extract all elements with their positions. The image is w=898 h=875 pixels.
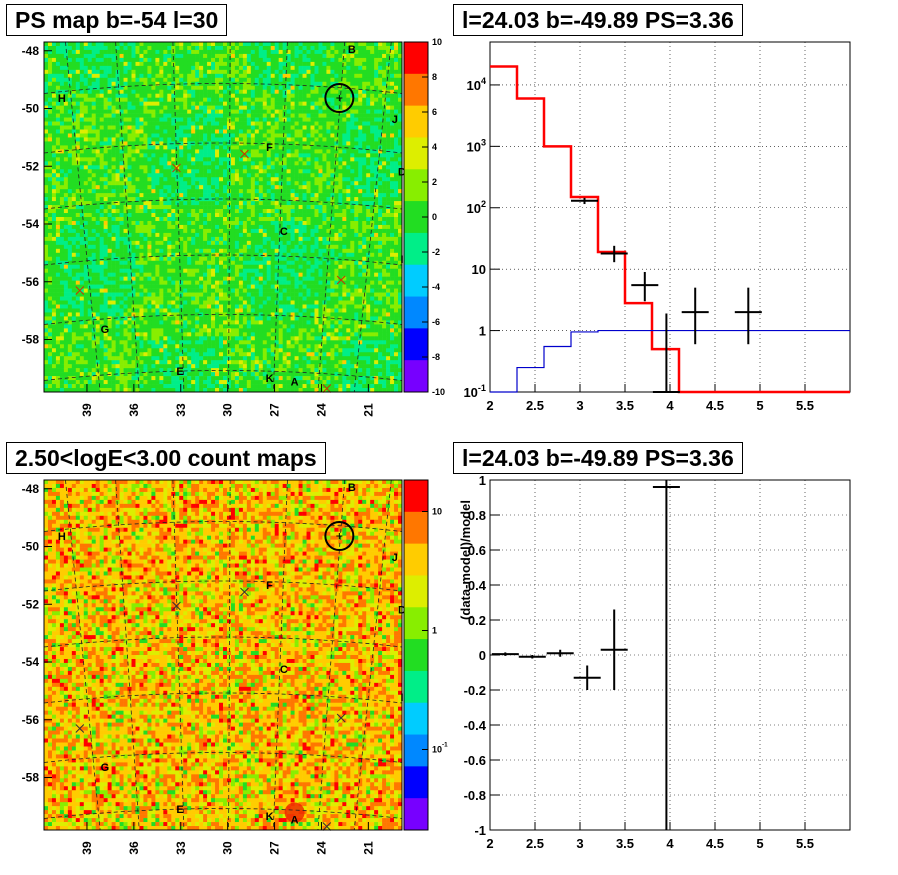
map1-colorbar-label: -10 xyxy=(432,387,445,397)
spectrum-ytick-label: 102 xyxy=(466,199,486,216)
map1-xtick-label: 27 xyxy=(268,403,282,417)
map1-colorbar-label: -8 xyxy=(432,352,440,362)
map2-ytick-label: -48 xyxy=(22,482,40,496)
residual-xtick-label: 2.5 xyxy=(526,836,544,851)
map1-colorbar-label: 2 xyxy=(432,177,437,187)
map1-marker-C: C xyxy=(280,226,288,238)
residual-xtick-label: 5 xyxy=(756,836,763,851)
map2-marker-H: H xyxy=(58,531,66,543)
map1-ytick-label: -52 xyxy=(22,159,40,173)
map1-marker-E: E xyxy=(176,366,183,378)
map1-xtick-label: 39 xyxy=(80,403,94,417)
map2-xtick-label: 24 xyxy=(314,841,328,855)
map1-xtick-label: 30 xyxy=(221,403,235,417)
spectrum-xtick-label: 2.5 xyxy=(526,398,544,413)
map2-xtick-label: 33 xyxy=(174,841,188,855)
map2-ytick-label: -58 xyxy=(22,771,40,785)
map2-xtick-label: 30 xyxy=(221,841,235,855)
map2-marker-J: J xyxy=(392,552,398,564)
map1-xtick-label: 24 xyxy=(314,403,328,417)
spectrum-xtick-label: 4 xyxy=(666,398,674,413)
spectrum-xtick-label: 4.5 xyxy=(706,398,724,413)
residual-ytick-label: -0.2 xyxy=(464,683,486,698)
map1-marker-H: H xyxy=(58,93,66,105)
residual-ytick-label: -1 xyxy=(474,823,486,838)
spectrum-xtick-label: 5 xyxy=(756,398,763,413)
map2-ytick-label: -50 xyxy=(22,540,40,554)
map2-xtick-label: 21 xyxy=(361,841,375,855)
map1-ytick-label: -56 xyxy=(22,275,40,289)
map1-marker-B: B xyxy=(348,44,356,56)
map1-ytick-label: -58 xyxy=(22,333,40,347)
residual-xtick-label: 4 xyxy=(666,836,674,851)
map1-xtick-label: 33 xyxy=(174,403,188,417)
map2-colorbar xyxy=(404,480,428,831)
map1-ytick-label: -54 xyxy=(22,217,40,231)
spectrum-ytick-label: 1 xyxy=(479,324,486,339)
map1-colorbar-label: 0 xyxy=(432,212,437,222)
map2-ytick-label: -52 xyxy=(22,597,40,611)
residual-ytick-label: 0 xyxy=(479,648,486,663)
map1-title: PS map b=-54 l=30 xyxy=(6,4,227,36)
map1-colorbar-label: 8 xyxy=(432,72,437,82)
map2-colorbar-label: 1 xyxy=(432,626,437,636)
spectrum-ytick-label: 103 xyxy=(466,137,486,154)
map1-colorbar-label: -6 xyxy=(432,317,440,327)
residual-xtick-label: 3 xyxy=(576,836,583,851)
spectrum-xtick-label: 2 xyxy=(486,398,493,413)
map2-marker-C: C xyxy=(280,664,288,676)
map1-colorbar-label: -2 xyxy=(432,247,440,257)
map2-ytick-label: -54 xyxy=(22,655,40,669)
map1-xtick-label: 21 xyxy=(361,403,375,417)
residual-xtick-label: 4.5 xyxy=(706,836,724,851)
spectrum-ytick-label: 10 xyxy=(472,262,486,277)
map2-marker-B: B xyxy=(348,482,356,494)
spectrum-xtick-label: 3.5 xyxy=(616,398,634,413)
map1-colorbar-label: 4 xyxy=(432,142,437,152)
map1-marker-A: A xyxy=(291,377,299,389)
map2-cells xyxy=(44,480,402,830)
map2-marker-A: A xyxy=(291,815,299,827)
map1-colorbar-label: -4 xyxy=(432,282,440,292)
map1-cells xyxy=(44,42,402,392)
map2-colorbar-label: 10 xyxy=(432,507,442,517)
map2-xtick-label: 36 xyxy=(127,841,141,855)
map2-xtick-label: 39 xyxy=(80,841,94,855)
residual-ylabel: (data-model)/model xyxy=(458,500,473,620)
map1-xtick-label: 36 xyxy=(127,403,141,417)
residual-ytick-label: 1 xyxy=(479,473,486,488)
map2-colorbar-label: 10-1 xyxy=(432,742,448,755)
map1-ytick-label: -50 xyxy=(22,102,40,116)
map2-marker-F: F xyxy=(266,580,273,592)
residual-xtick-label: 5.5 xyxy=(796,836,814,851)
map2-xtick-label: 27 xyxy=(268,841,282,855)
map2-marker-K: K xyxy=(266,811,274,823)
spectrum-ytick-label: 10-1 xyxy=(463,383,486,400)
spectrum-xtick-label: 5.5 xyxy=(796,398,814,413)
map1-marker-F: F xyxy=(266,142,273,154)
residual-xtick-label: 3.5 xyxy=(616,836,634,851)
residual-ytick-label: -0.6 xyxy=(464,753,486,768)
map1-marker-K: K xyxy=(266,373,274,385)
map2-title: 2.50<logE<3.00 count maps xyxy=(6,442,326,474)
residual-ytick-label: -0.8 xyxy=(464,788,486,803)
map1-ytick-label: -48 xyxy=(22,44,40,58)
map2-marker-E: E xyxy=(176,804,183,816)
map2-marker-G: G xyxy=(101,762,110,774)
map1-marker-J: J xyxy=(392,114,398,126)
residual-title: l=24.03 b=-49.89 PS=3.36 xyxy=(453,442,743,474)
map1-marker-G: G xyxy=(101,324,110,336)
map2-ytick-label: -56 xyxy=(22,713,40,727)
map1-colorbar-label: 6 xyxy=(432,107,437,117)
spectrum-ytick-label: 104 xyxy=(466,76,486,93)
map1-colorbar-label: 10 xyxy=(432,37,442,47)
residual-xtick-label: 2 xyxy=(486,836,493,851)
spectrum-title: l=24.03 b=-49.89 PS=3.36 xyxy=(453,4,743,36)
spectrum-xtick-label: 3 xyxy=(576,398,583,413)
residual-ytick-label: -0.4 xyxy=(464,718,487,733)
